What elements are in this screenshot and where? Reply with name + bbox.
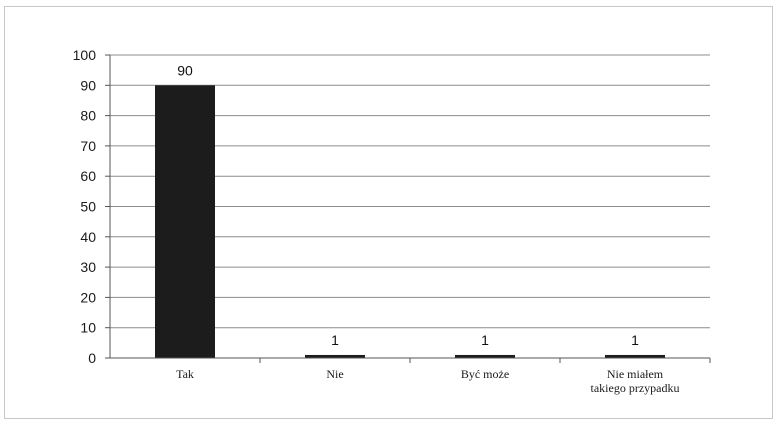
bar — [455, 354, 515, 358]
data-label: 90 — [177, 62, 193, 78]
chart-frame — [4, 6, 773, 419]
x-category-label: Nie — [326, 367, 343, 381]
x-category-label: Być może — [461, 367, 509, 381]
x-category-label: Nie miałem takiego przypadku — [591, 367, 680, 395]
axes — [109, 55, 711, 363]
bar — [605, 354, 665, 358]
y-tick-label: 30 — [80, 259, 96, 275]
data-label: 1 — [631, 332, 639, 348]
data-label: 1 — [481, 332, 489, 348]
y-tick-label: 0 — [88, 350, 96, 366]
bar — [305, 354, 365, 358]
y-tick-label: 10 — [80, 320, 96, 336]
y-tick-label: 50 — [80, 199, 96, 215]
y-tick-label: 100 — [73, 47, 97, 63]
y-tick-label: 60 — [80, 168, 96, 184]
y-tick-label: 70 — [80, 138, 96, 154]
y-axis-tick-labels: 0 10 20 30 40 50 60 70 80 90 100 — [73, 47, 97, 366]
x-category-label: Tak — [176, 367, 194, 381]
y-tick-label: 90 — [80, 77, 96, 93]
y-tick-label: 20 — [80, 289, 96, 305]
bar — [155, 85, 215, 359]
bars — [155, 85, 665, 359]
y-tick-label: 40 — [80, 229, 96, 245]
y-tick-label: 80 — [80, 108, 96, 124]
x-axis-category-labels: Tak Nie Być może Nie miałem takiego przypadk… — [176, 367, 679, 395]
data-label: 1 — [331, 332, 339, 348]
data-labels: 90 1 1 1 — [177, 62, 639, 348]
